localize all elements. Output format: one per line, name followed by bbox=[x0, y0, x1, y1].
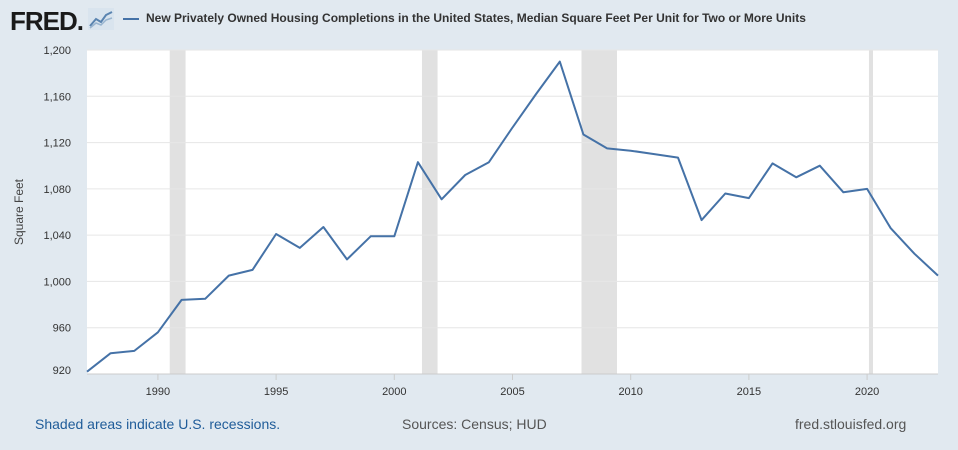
x-tick-label: 2005 bbox=[500, 386, 524, 398]
legend-line bbox=[123, 18, 139, 20]
x-tick-label: 1990 bbox=[146, 386, 170, 398]
y-tick-label: 1,080 bbox=[43, 184, 71, 196]
y-axis-label: Square Feet bbox=[12, 178, 26, 246]
recession-band bbox=[421, 50, 438, 374]
header: FRED. New Privately Owned Housing Comple… bbox=[0, 0, 958, 40]
y-tick-label: 1,120 bbox=[43, 138, 71, 150]
y-tick-label: 1,000 bbox=[43, 276, 71, 288]
recession-band bbox=[868, 50, 873, 374]
sources-text: Sources: Census; HUD bbox=[402, 416, 547, 432]
x-tick-label: 1995 bbox=[264, 386, 288, 398]
x-tick-label: 2010 bbox=[618, 386, 642, 398]
chart-title: New Privately Owned Housing Completions … bbox=[146, 11, 806, 25]
x-tick-label: 2000 bbox=[382, 386, 406, 398]
x-tick-label: 2015 bbox=[737, 386, 761, 398]
y-tick-label: 1,040 bbox=[43, 230, 71, 242]
recession-band bbox=[169, 50, 186, 374]
y-tick-label: 1,160 bbox=[43, 91, 71, 103]
x-tick-label: 2020 bbox=[855, 386, 879, 398]
plot-area bbox=[87, 50, 938, 374]
logo-dot: . bbox=[76, 6, 84, 36]
fred-graph-icon bbox=[88, 8, 114, 30]
footer: Shaded areas indicate U.S. recessions. S… bbox=[0, 410, 958, 440]
y-tick-label: 920 bbox=[53, 365, 71, 377]
site-url[interactable]: fred.stlouisfed.org bbox=[795, 416, 907, 432]
fred-logo[interactable]: FRED. bbox=[10, 6, 84, 36]
recession-note-link[interactable]: Shaded areas indicate U.S. recessions. bbox=[35, 416, 281, 432]
y-tick-label: 960 bbox=[53, 323, 71, 335]
recession-band bbox=[581, 50, 617, 374]
y-tick-label: 1,200 bbox=[43, 45, 71, 57]
series-line bbox=[86, 60, 939, 373]
logo-text: FRED bbox=[10, 6, 78, 36]
